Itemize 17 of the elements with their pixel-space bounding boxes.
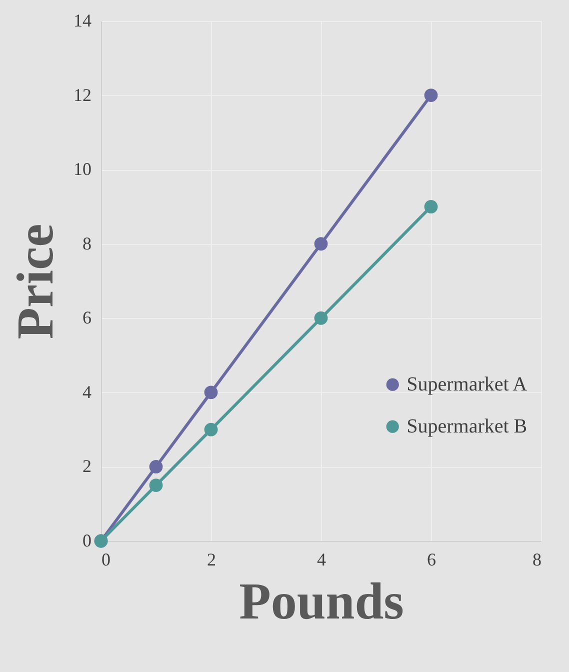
y-tick-label: 2 <box>82 456 92 476</box>
x-tick-label: 8 <box>532 550 542 570</box>
y-tick-label: 0 <box>82 530 92 550</box>
y-tick-label: 8 <box>82 233 92 254</box>
x-tick-label: 4 <box>317 550 326 570</box>
x-axis-title: Pounds <box>239 574 404 630</box>
y-tick-label: 14 <box>74 10 92 30</box>
y-tick-label: 4 <box>82 382 92 402</box>
y-axis-title: Price <box>8 224 64 340</box>
y-tick-label: 10 <box>74 159 92 180</box>
legend-label: Supermarket A <box>406 374 528 396</box>
x-tick-label: 6 <box>427 550 436 570</box>
x-tick-label: 0 <box>102 550 110 570</box>
legend-label: Supermarket B <box>406 416 528 438</box>
x-tick-label: 2 <box>207 550 216 570</box>
y-tick-label: 12 <box>74 84 92 105</box>
y-tick-label: 6 <box>82 308 92 328</box>
